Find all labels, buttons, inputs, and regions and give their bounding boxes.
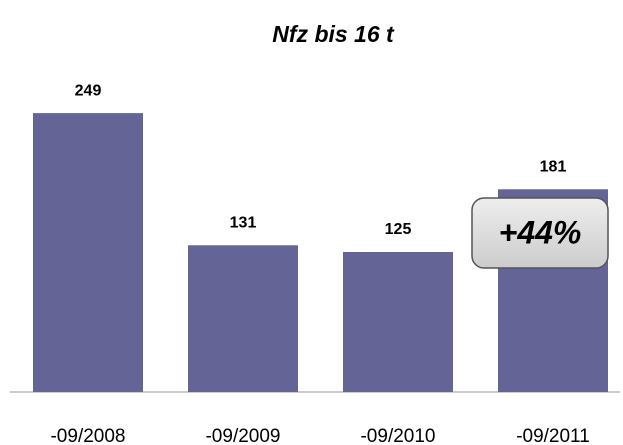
value-label: 131: [230, 214, 257, 231]
bar: [343, 252, 453, 392]
bar: [33, 113, 143, 393]
value-label: 249: [75, 82, 102, 99]
x-tick-label: -09/2011: [516, 426, 590, 445]
annotation-box: [471, 197, 609, 269]
x-tick-label: -09/2008: [50, 426, 125, 445]
value-label: 181: [540, 158, 567, 175]
chart-title: Nfz bis 16 t: [272, 21, 395, 47]
value-label: 125: [385, 221, 412, 238]
x-tick-label: -09/2010: [360, 426, 435, 445]
bar: [188, 245, 298, 392]
x-tick-label: -09/2009: [205, 426, 280, 445]
annotation: +44%: [499, 214, 582, 250]
